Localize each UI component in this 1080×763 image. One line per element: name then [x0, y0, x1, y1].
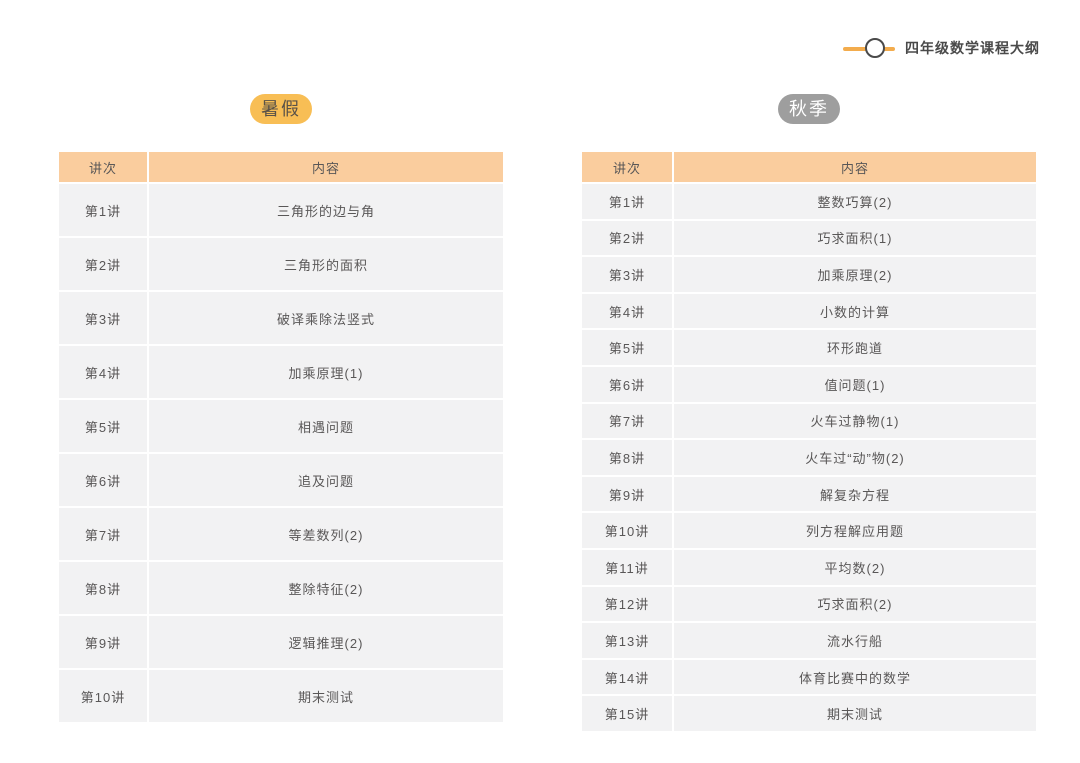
lecture-cell: 第5讲	[582, 330, 672, 365]
table-row: 第5讲 相遇问题	[59, 400, 503, 452]
content-cell: 等差数列(2)	[149, 508, 503, 560]
lecture-cell: 第3讲	[582, 257, 672, 292]
lecture-cell: 第8讲	[582, 440, 672, 475]
content-cell: 期末测试	[149, 670, 503, 722]
lecture-cell: 第7讲	[59, 508, 147, 560]
table-row: 第12讲 巧求面积(2)	[582, 586, 1036, 622]
autumn-badge: 秋季	[778, 94, 840, 124]
brand-logo: 四年级数学课程大纲	[843, 37, 1040, 59]
autumn-column-header-content: 内容	[674, 152, 1036, 182]
lecture-cell: 第10讲	[582, 513, 672, 548]
table-row: 第10讲 列方程解应用题	[582, 513, 1036, 548]
table-row: 第15讲 期末测试	[582, 696, 1036, 731]
table-row: 第6讲 值问题(1)	[582, 366, 1036, 402]
table-row: 第11讲 平均数(2)	[582, 549, 1036, 585]
lecture-cell: 第6讲	[582, 366, 672, 402]
summer-column-header-content: 内容	[149, 152, 503, 182]
table-row: 第6讲 追及问题	[59, 454, 503, 506]
table-row: 第10讲 期末测试	[59, 670, 503, 722]
summer-column-header-lecture: 讲次	[59, 152, 147, 182]
content-cell: 三角形的边与角	[149, 184, 503, 236]
content-cell: 平均数(2)	[674, 549, 1036, 585]
lecture-cell: 第1讲	[59, 184, 147, 236]
lecture-cell: 第9讲	[582, 476, 672, 512]
lecture-cell: 第8讲	[59, 562, 147, 614]
content-cell: 追及问题	[149, 454, 503, 506]
table-row: 第14讲 体育比赛中的数学	[582, 659, 1036, 695]
lecture-cell: 第1讲	[582, 184, 672, 219]
table-row: 第7讲 等差数列(2)	[59, 508, 503, 560]
table-row: 第5讲 环形跑道	[582, 330, 1036, 365]
content-cell: 三角形的面积	[149, 238, 503, 290]
content-cell: 体育比赛中的数学	[674, 659, 1036, 695]
content-cell: 火车过静物(1)	[674, 403, 1036, 439]
content-cell: 整除特征(2)	[149, 562, 503, 614]
lecture-cell: 第13讲	[582, 623, 672, 658]
table-row: 第13讲 流水行船	[582, 623, 1036, 658]
logo-mark	[843, 37, 895, 59]
lecture-cell: 第2讲	[582, 220, 672, 256]
content-cell: 相遇问题	[149, 400, 503, 452]
table-row: 第3讲 破译乘除法竖式	[59, 292, 503, 344]
lecture-cell: 第4讲	[59, 346, 147, 398]
content-cell: 整数巧算(2)	[674, 184, 1036, 219]
table-row: 第4讲 小数的计算	[582, 293, 1036, 329]
content-cell: 解复杂方程	[674, 476, 1036, 512]
table-row: 第8讲 火车过“动”物(2)	[582, 440, 1036, 475]
content-cell: 加乘原理(1)	[149, 346, 503, 398]
lecture-cell: 第5讲	[59, 400, 147, 452]
table-row: 第2讲 三角形的面积	[59, 238, 503, 290]
content-cell: 列方程解应用题	[674, 513, 1036, 548]
lecture-cell: 第12讲	[582, 586, 672, 622]
autumn-table: 讲次 内容 第1讲 整数巧算(2) 第2讲 巧求面积(1)	[580, 150, 1038, 733]
lecture-cell: 第15讲	[582, 696, 672, 731]
summer-badge-wrap: 暑假	[57, 94, 505, 124]
autumn-section: 秋季 讲次 内容 第1讲 整数巧算(2) 第2讲	[580, 94, 1038, 733]
content-cell: 期末测试	[674, 696, 1036, 731]
lecture-cell: 第7讲	[582, 403, 672, 439]
table-row: 第1讲 整数巧算(2)	[582, 184, 1036, 219]
content-cell: 流水行船	[674, 623, 1036, 658]
page-title: 四年级数学课程大纲	[905, 40, 1040, 56]
content-cell: 逻辑推理(2)	[149, 616, 503, 668]
lecture-cell: 第10讲	[59, 670, 147, 722]
summer-badge: 暑假	[250, 94, 312, 124]
table-row: 第9讲 解复杂方程	[582, 476, 1036, 512]
table-row: 第9讲 逻辑推理(2)	[59, 616, 503, 668]
logo-circle-icon	[865, 38, 885, 58]
autumn-column-header-lecture: 讲次	[582, 152, 672, 182]
lecture-cell: 第14讲	[582, 659, 672, 695]
lecture-cell: 第3讲	[59, 292, 147, 344]
lecture-cell: 第6讲	[59, 454, 147, 506]
content-cell: 破译乘除法竖式	[149, 292, 503, 344]
content-cell: 环形跑道	[674, 330, 1036, 365]
table-row: 第7讲 火车过静物(1)	[582, 403, 1036, 439]
lecture-cell: 第9讲	[59, 616, 147, 668]
lecture-cell: 第11讲	[582, 549, 672, 585]
content-cell: 火车过“动”物(2)	[674, 440, 1036, 475]
content-cell: 值问题(1)	[674, 366, 1036, 402]
content-cell: 小数的计算	[674, 293, 1036, 329]
summer-header-row: 讲次 内容	[59, 152, 503, 182]
summer-table: 讲次 内容 第1讲 三角形的边与角 第2讲 三角形的面积	[57, 150, 505, 724]
content-cell: 巧求面积(1)	[674, 220, 1036, 256]
table-row: 第8讲 整除特征(2)	[59, 562, 503, 614]
autumn-header-row: 讲次 内容	[582, 152, 1036, 182]
table-row: 第1讲 三角形的边与角	[59, 184, 503, 236]
summer-section: 暑假 讲次 内容 第1讲 三角形的边与角 第2讲	[57, 94, 505, 724]
lecture-cell: 第4讲	[582, 293, 672, 329]
content-cell: 巧求面积(2)	[674, 586, 1036, 622]
lecture-cell: 第2讲	[59, 238, 147, 290]
content-cell: 加乘原理(2)	[674, 257, 1036, 292]
table-row: 第3讲 加乘原理(2)	[582, 257, 1036, 292]
autumn-badge-wrap: 秋季	[580, 94, 1038, 124]
table-row: 第4讲 加乘原理(1)	[59, 346, 503, 398]
table-row: 第2讲 巧求面积(1)	[582, 220, 1036, 256]
